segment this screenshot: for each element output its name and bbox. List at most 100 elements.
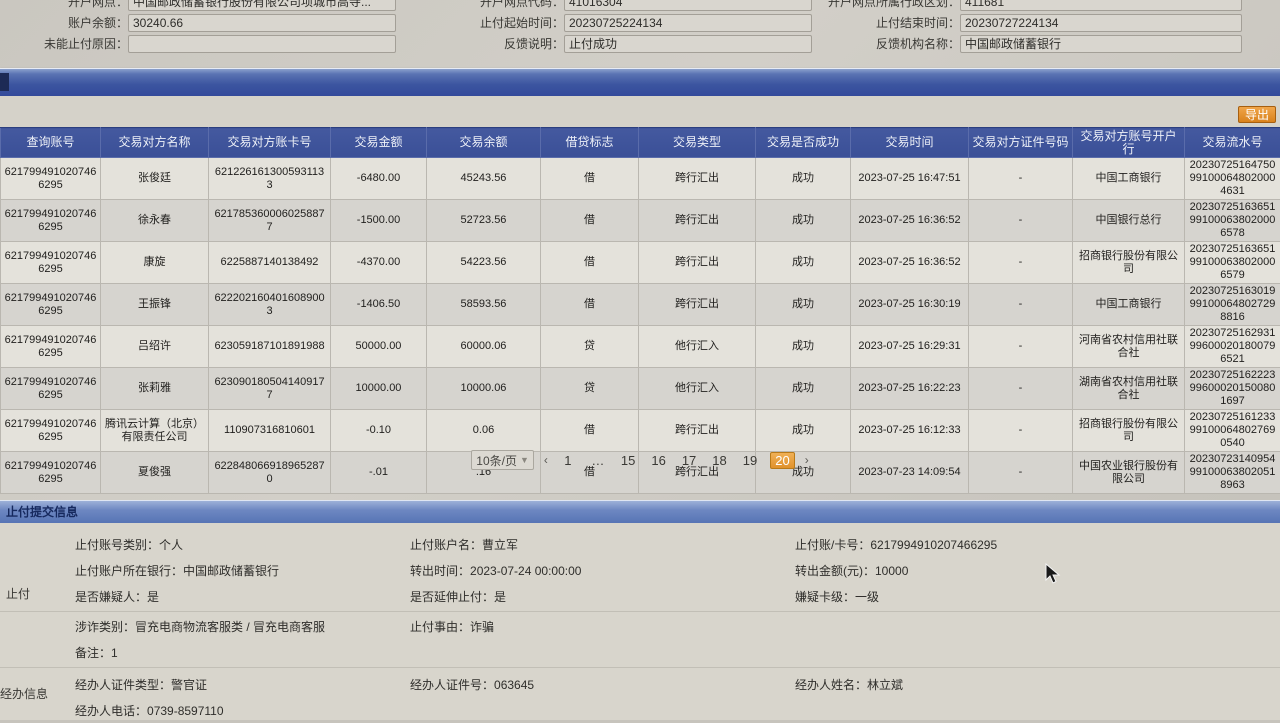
field-op-cert-type: 经办人证件类型：警官证 bbox=[0, 676, 410, 693]
col-header: 交易对方证件号码 bbox=[969, 128, 1073, 158]
page-size-select[interactable]: 10条/页▼ bbox=[471, 450, 534, 470]
cell-balance: 60000.06 bbox=[427, 326, 541, 368]
table-row: 6217994910207466295 张莉雅 6230901805041409… bbox=[1, 368, 1280, 410]
field-op-cert-no: 经办人证件号：063645 bbox=[410, 676, 795, 693]
field-label: 止付起始时间： bbox=[396, 14, 564, 31]
stop-payment-section-header: 止付提交信息 bbox=[0, 500, 1280, 524]
chevron-down-icon: ▼ bbox=[520, 455, 529, 465]
cell-counterparty-name: 康旋 bbox=[101, 242, 209, 284]
account-balance-field[interactable]: 30240.66 bbox=[128, 14, 396, 32]
cell-serial-no: 20230725164750991000648020004631 bbox=[1185, 158, 1280, 200]
page-number[interactable]: … bbox=[588, 452, 608, 469]
col-header: 交易余额 bbox=[427, 128, 541, 158]
table-row: 6217994910207466295 康旋 6225887140138492 … bbox=[1, 242, 1280, 284]
col-header: 交易是否成功 bbox=[756, 128, 851, 158]
cell-counterparty-bank: 中国工商银行 bbox=[1073, 284, 1185, 326]
cell-counterparty-name: 吕绍许 bbox=[101, 326, 209, 368]
cell-counterparty-id: - bbox=[969, 242, 1073, 284]
field-card-level: 嫌疑卡级：一级 bbox=[795, 588, 1280, 605]
cell-counterparty-card: 6217853600060258877 bbox=[209, 200, 331, 242]
feedback-info-form: 开户网点：中国邮政储蓄银行股份有限公司项城市高寺... 开户网点代码：41016… bbox=[0, 0, 1280, 54]
feedback-org-field[interactable]: 中国邮政储蓄银行 bbox=[960, 35, 1242, 53]
field-label: 开户网点代码： bbox=[396, 0, 564, 10]
section-divider-bar bbox=[0, 68, 1280, 97]
field-acct-name: 止付账户名：曹立军 bbox=[410, 536, 795, 553]
prev-page-button[interactable]: ‹ bbox=[544, 453, 548, 467]
cell-counterparty-name: 张莉雅 bbox=[101, 368, 209, 410]
cell-query-account: 6217994910207466295 bbox=[1, 368, 101, 410]
cell-success: 成功 bbox=[756, 242, 851, 284]
col-header: 交易流水号 bbox=[1185, 128, 1280, 158]
fail-reason-field[interactable] bbox=[128, 35, 396, 53]
page-number[interactable]: 19 bbox=[740, 452, 760, 469]
next-page-button[interactable]: › bbox=[805, 453, 809, 467]
page-number[interactable]: 18 bbox=[709, 452, 729, 469]
cell-counterparty-bank: 招商银行股份有限公司 bbox=[1073, 242, 1185, 284]
cell-balance: 10000.06 bbox=[427, 368, 541, 410]
admin-region-field[interactable]: 411681 bbox=[960, 0, 1242, 11]
page-number[interactable]: 20 bbox=[770, 452, 794, 469]
cell-time: 2023-07-25 16:36:52 bbox=[851, 242, 969, 284]
cell-success: 成功 bbox=[756, 368, 851, 410]
field-stop-reason: 止付事由：诈骗 bbox=[410, 618, 795, 635]
page-number[interactable]: 1 bbox=[558, 452, 578, 469]
cell-query-account: 6217994910207466295 bbox=[1, 158, 101, 200]
cell-balance: 45243.56 bbox=[427, 158, 541, 200]
cell-counterparty-id: - bbox=[969, 158, 1073, 200]
cell-type: 跨行汇出 bbox=[639, 284, 756, 326]
page-size-value: 10条/页 bbox=[476, 452, 517, 469]
cell-time: 2023-07-25 16:22:23 bbox=[851, 368, 969, 410]
cell-balance: 58593.56 bbox=[427, 284, 541, 326]
field-extend-stop: 是否延伸止付：是 bbox=[410, 588, 795, 605]
stop-end-time-field[interactable]: 20230727224134 bbox=[960, 14, 1242, 32]
cell-debit-credit: 借 bbox=[541, 158, 639, 200]
open-branch-field[interactable]: 中国邮政储蓄银行股份有限公司项城市高寺... bbox=[128, 0, 396, 11]
export-button[interactable]: 导出 bbox=[1238, 106, 1276, 123]
cell-type: 跨行汇出 bbox=[639, 158, 756, 200]
field-label: 开户网点： bbox=[0, 0, 128, 10]
cell-balance: 54223.56 bbox=[427, 242, 541, 284]
cell-serial-no: 20230725162931996000201800796521 bbox=[1185, 326, 1280, 368]
divider-notch bbox=[0, 73, 9, 91]
table-row: 6217994910207466295 吕绍许 6230591871018919… bbox=[1, 326, 1280, 368]
cell-query-account: 6217994910207466295 bbox=[1, 284, 101, 326]
stop-payment-form: 止付 经办信息 止付账号类别：个人 止付账户名：曹立军 止付账/卡号：62179… bbox=[0, 523, 1280, 720]
branch-code-field[interactable]: 41016304 bbox=[564, 0, 812, 11]
cell-success: 成功 bbox=[756, 158, 851, 200]
cell-type: 跨行汇出 bbox=[639, 200, 756, 242]
field-acct-type: 止付账号类别：个人 bbox=[0, 536, 410, 553]
cell-success: 成功 bbox=[756, 284, 851, 326]
cell-amount: -4370.00 bbox=[331, 242, 427, 284]
cell-debit-credit: 借 bbox=[541, 284, 639, 326]
field-label: 止付结束时间： bbox=[812, 14, 960, 31]
cell-time: 2023-07-25 16:30:19 bbox=[851, 284, 969, 326]
field-op-phone: 经办人电话：0739-8597110 bbox=[0, 702, 410, 719]
cell-counterparty-bank: 中国银行总行 bbox=[1073, 200, 1185, 242]
cell-debit-credit: 贷 bbox=[541, 368, 639, 410]
col-header: 借贷标志 bbox=[541, 128, 639, 158]
field-label: 未能止付原因： bbox=[0, 35, 128, 52]
section-title: 止付提交信息 bbox=[0, 501, 1280, 524]
feedback-note-field[interactable]: 止付成功 bbox=[564, 35, 812, 53]
cell-amount: 10000.00 bbox=[331, 368, 427, 410]
cell-counterparty-bank: 湖南省农村信用社联合社 bbox=[1073, 368, 1185, 410]
cell-serial-no: 20230725162223996000201500801697 bbox=[1185, 368, 1280, 410]
cell-counterparty-name: 王振锋 bbox=[101, 284, 209, 326]
field-out-amount: 转出金额(元)：10000 bbox=[795, 562, 1280, 579]
cell-counterparty-card: 623059187101891988 bbox=[209, 326, 331, 368]
col-header: 查询账号 bbox=[1, 128, 101, 158]
col-header: 交易对方名称 bbox=[101, 128, 209, 158]
cell-counterparty-card: 6222021604016089003 bbox=[209, 284, 331, 326]
cell-serial-no: 20230725163651991000638020006578 bbox=[1185, 200, 1280, 242]
divider bbox=[0, 667, 1280, 668]
field-acct-bank: 止付账户所在银行：中国邮政储蓄银行 bbox=[0, 562, 410, 579]
cell-counterparty-bank: 河南省农村信用社联合社 bbox=[1073, 326, 1185, 368]
col-header: 交易时间 bbox=[851, 128, 969, 158]
page-number[interactable]: 15 bbox=[618, 452, 638, 469]
stop-start-time-field[interactable]: 20230725224134 bbox=[564, 14, 812, 32]
cell-counterparty-card: 6230901805041409177 bbox=[209, 368, 331, 410]
cell-time: 2023-07-25 16:36:52 bbox=[851, 200, 969, 242]
page-number[interactable]: 16 bbox=[648, 452, 668, 469]
col-header: 交易对方账卡号 bbox=[209, 128, 331, 158]
page-number[interactable]: 17 bbox=[679, 452, 699, 469]
